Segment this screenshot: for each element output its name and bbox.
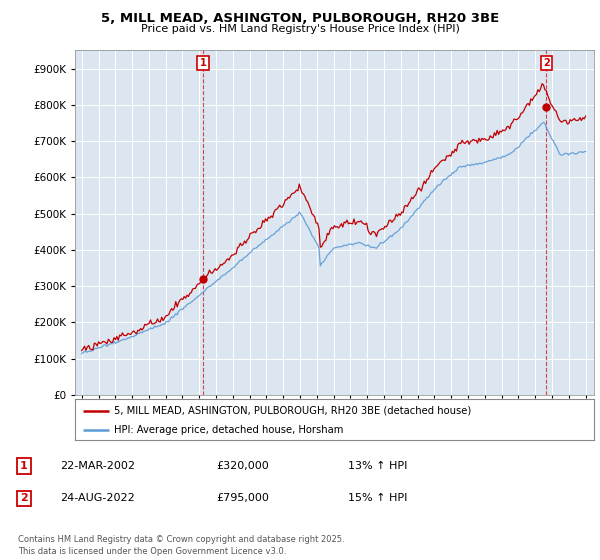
Text: 5, MILL MEAD, ASHINGTON, PULBOROUGH, RH20 3BE (detached house): 5, MILL MEAD, ASHINGTON, PULBOROUGH, RH2… <box>114 405 471 416</box>
Text: 15% ↑ HPI: 15% ↑ HPI <box>348 493 407 503</box>
Text: 1: 1 <box>20 461 28 471</box>
Text: £795,000: £795,000 <box>216 493 269 503</box>
Text: 2: 2 <box>20 493 28 503</box>
Text: 13% ↑ HPI: 13% ↑ HPI <box>348 461 407 471</box>
Text: 5, MILL MEAD, ASHINGTON, PULBOROUGH, RH20 3BE: 5, MILL MEAD, ASHINGTON, PULBOROUGH, RH2… <box>101 12 499 25</box>
Text: Contains HM Land Registry data © Crown copyright and database right 2025.
This d: Contains HM Land Registry data © Crown c… <box>18 535 344 556</box>
Text: HPI: Average price, detached house, Horsham: HPI: Average price, detached house, Hors… <box>114 424 343 435</box>
Text: 2: 2 <box>543 58 550 68</box>
Text: 24-AUG-2022: 24-AUG-2022 <box>60 493 135 503</box>
Text: 22-MAR-2002: 22-MAR-2002 <box>60 461 135 471</box>
Text: 1: 1 <box>200 58 206 68</box>
Text: Price paid vs. HM Land Registry's House Price Index (HPI): Price paid vs. HM Land Registry's House … <box>140 24 460 34</box>
Text: £320,000: £320,000 <box>216 461 269 471</box>
